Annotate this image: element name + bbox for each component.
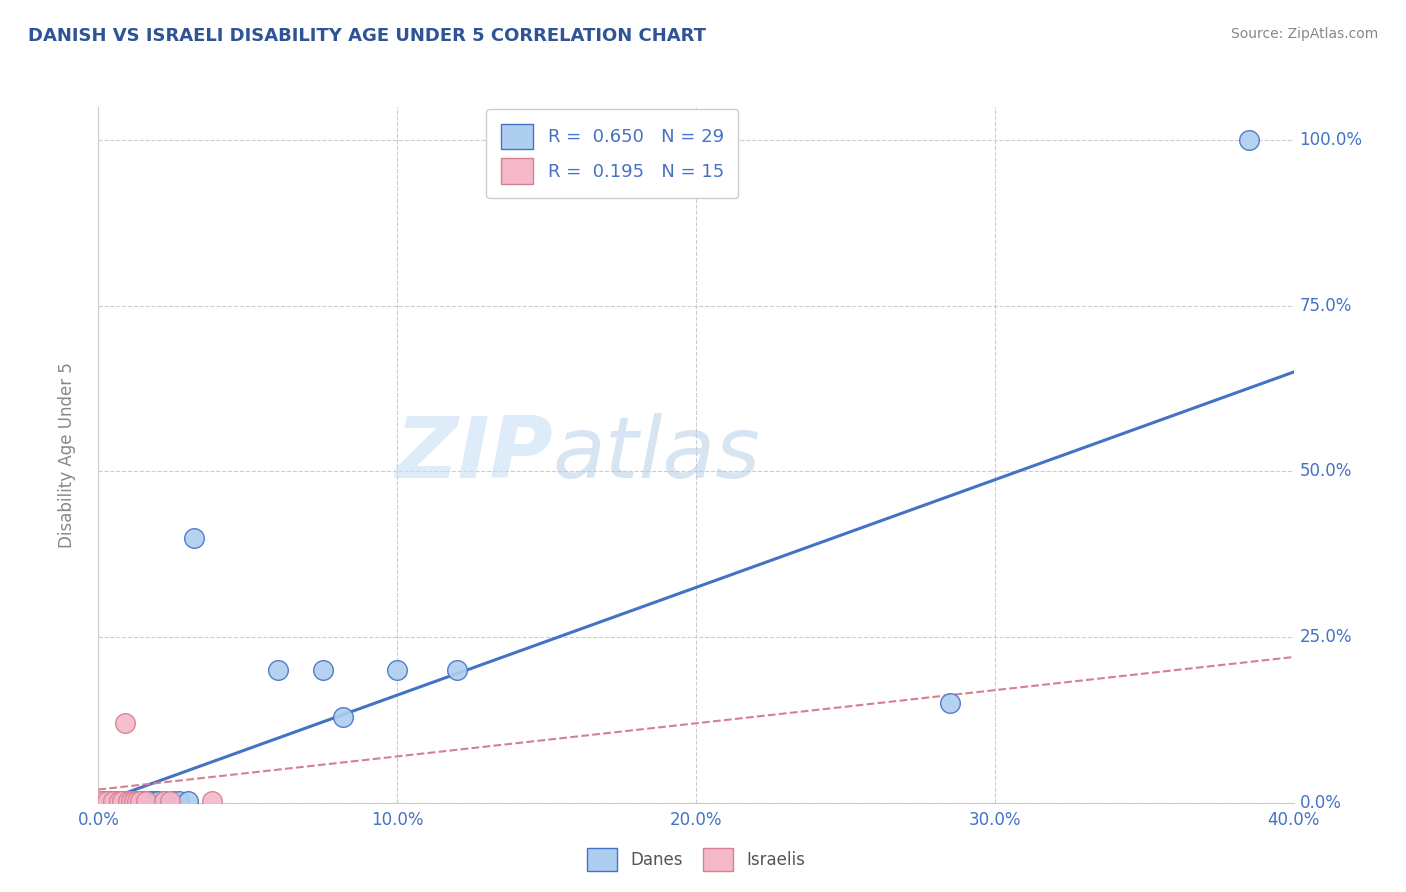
Point xyxy=(111,794,134,808)
Point xyxy=(129,794,152,808)
Point xyxy=(98,794,122,808)
Point xyxy=(1237,133,1260,147)
Point xyxy=(127,794,149,808)
Point xyxy=(385,663,409,677)
Point xyxy=(267,663,290,677)
Point xyxy=(120,794,142,808)
Text: 0.0%: 0.0% xyxy=(1299,794,1341,812)
Text: 100.0%: 100.0% xyxy=(1299,131,1362,149)
Point xyxy=(114,794,136,808)
Point xyxy=(124,794,146,808)
Point xyxy=(105,794,128,808)
Point xyxy=(167,794,190,808)
Point xyxy=(332,709,354,723)
Point xyxy=(129,794,152,808)
Point xyxy=(153,794,176,808)
Point xyxy=(141,794,163,808)
Y-axis label: Disability Age Under 5: Disability Age Under 5 xyxy=(58,362,76,548)
Text: 25.0%: 25.0% xyxy=(1299,628,1353,646)
Point xyxy=(148,794,170,808)
Point xyxy=(201,794,224,808)
Point xyxy=(311,663,333,677)
Point xyxy=(114,716,136,731)
Text: Source: ZipAtlas.com: Source: ZipAtlas.com xyxy=(1230,27,1378,41)
Point xyxy=(446,663,468,677)
Point xyxy=(162,794,184,808)
Text: DANISH VS ISRAELI DISABILITY AGE UNDER 5 CORRELATION CHART: DANISH VS ISRAELI DISABILITY AGE UNDER 5… xyxy=(28,27,706,45)
Point xyxy=(117,794,139,808)
Text: 75.0%: 75.0% xyxy=(1299,297,1353,315)
Point xyxy=(108,794,131,808)
Point xyxy=(103,794,125,808)
Point xyxy=(117,794,139,808)
Text: atlas: atlas xyxy=(553,413,761,497)
Point xyxy=(159,794,181,808)
Point xyxy=(111,794,134,808)
Point xyxy=(132,794,155,808)
Point xyxy=(124,794,146,808)
Point xyxy=(93,794,115,808)
Point xyxy=(135,794,157,808)
Point xyxy=(90,794,112,808)
Text: 50.0%: 50.0% xyxy=(1299,462,1353,481)
Point xyxy=(153,794,176,808)
Point xyxy=(138,794,160,808)
Point xyxy=(183,531,205,545)
Point xyxy=(135,794,157,808)
Text: ZIP: ZIP xyxy=(395,413,553,497)
Point xyxy=(108,794,131,808)
Legend: Danes, Israelis: Danes, Israelis xyxy=(581,841,811,878)
Point xyxy=(120,794,142,808)
Point xyxy=(143,794,166,808)
Point xyxy=(127,794,149,808)
Point xyxy=(177,794,200,808)
Point xyxy=(96,794,118,808)
Point xyxy=(939,697,962,711)
